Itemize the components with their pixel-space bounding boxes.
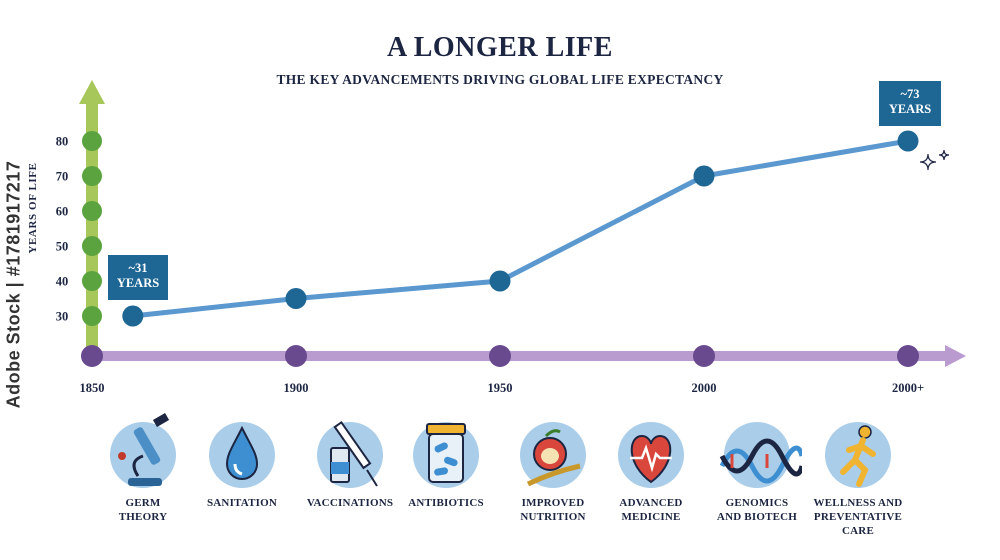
advancement-item: ADVANCED MEDICINE: [596, 422, 706, 524]
data-point: [285, 288, 307, 309]
data-point: [122, 305, 144, 327]
x-axis-dot: [81, 345, 103, 367]
x-axis-dot: [693, 345, 715, 367]
y-axis-arrow: [79, 80, 105, 104]
y-axis-dot: [82, 131, 102, 151]
advancement-item: SANITATION: [187, 422, 297, 510]
x-tick-label: 1950: [488, 381, 513, 395]
advancement-label: IMPROVED NUTRITION: [498, 496, 608, 524]
y-tick-label: 60: [56, 205, 69, 219]
x-axis-dot: [285, 345, 307, 367]
end-callout-unit: YEARS: [888, 102, 932, 116]
start-value-callout: ~31 YEARS: [108, 255, 168, 300]
sparkle-icon: [938, 149, 950, 161]
x-axis-line: [92, 351, 952, 361]
water-drop-icon: [209, 422, 275, 488]
life-expectancy-line: [132, 138, 909, 319]
advancement-label: ADVANCED MEDICINE: [596, 496, 706, 524]
y-tick-label: 40: [56, 275, 69, 289]
x-tick-label: 1850: [80, 381, 105, 395]
advancement-label: GENOMICS AND BIOTECH: [702, 496, 812, 524]
x-tick-label: 2000: [692, 381, 717, 395]
advancement-label-line: AND BIOTECH: [716, 511, 798, 523]
apple-wheat-icon: [520, 422, 586, 488]
x-axis-dot: [897, 345, 919, 367]
start-callout-value: ~31: [128, 261, 148, 275]
microscope-icon: [110, 413, 176, 488]
advancement-label-line: VACCINATIONS: [306, 497, 394, 509]
advancement-label: WELLNESS AND PREVENTATIVE CARE: [803, 496, 913, 538]
advancement-label-line: MEDICINE: [621, 511, 681, 523]
advancement-label: GERM THEORY: [88, 496, 198, 524]
y-axis-line: [86, 100, 98, 356]
advancement-item: VACCINATIONS: [295, 421, 405, 510]
sparkle-icon: [919, 153, 937, 171]
x-axis-arrow: [945, 345, 966, 367]
end-value-callout: ~73 YEARS: [879, 81, 941, 126]
advancement-label: VACCINATIONS: [295, 496, 405, 510]
data-point: [693, 165, 715, 187]
advancement-item: GENOMICS AND BIOTECH: [702, 422, 812, 524]
start-callout-unit: YEARS: [116, 276, 160, 290]
advancement-item: IMPROVED NUTRITION: [498, 422, 608, 524]
advancement-label: ANTIBIOTICS: [391, 496, 501, 510]
advancement-item: GERM THEORY: [88, 413, 198, 524]
runner-icon: [825, 422, 891, 488]
advancement-label-line: CARE: [842, 525, 874, 537]
y-axis-dot: [82, 306, 102, 326]
advancement-label-line: PREVENTATIVE: [813, 511, 903, 523]
advancement-item: WELLNESS AND PREVENTATIVE CARE: [803, 422, 913, 538]
advancement-label-line: GENOMICS: [725, 497, 789, 509]
y-axis-dot: [82, 236, 102, 256]
end-callout-value: ~73: [900, 87, 920, 101]
advancement-label-line: ANTIBIOTICS: [408, 497, 484, 509]
y-axis-dot: [82, 271, 102, 291]
data-point: [489, 270, 511, 292]
chart-title: A LONGER LIFE: [387, 32, 613, 63]
advancement-item: ANTIBIOTICS: [391, 422, 501, 510]
advancement-label-line: NUTRITION: [520, 511, 586, 523]
x-tick-label: 1900: [284, 381, 309, 395]
data-point: [897, 130, 919, 152]
pill-bottle-icon: [413, 422, 479, 488]
y-axis-dot: [82, 201, 102, 221]
y-axis-dot: [82, 166, 102, 186]
advancement-label: SANITATION: [187, 496, 297, 510]
y-tick-label: 30: [56, 310, 69, 324]
advancement-label-line: THEORY: [118, 511, 168, 523]
x-tick-label: 2000+: [892, 381, 924, 395]
advancement-label-line: ADVANCED: [619, 497, 683, 509]
advancement-label-line: IMPROVED: [521, 497, 585, 509]
y-tick-label: 70: [56, 170, 69, 184]
y-tick-label: 80: [56, 135, 69, 149]
x-axis-dot: [489, 345, 511, 367]
chart-subtitle: THE KEY ADVANCEMENTS DRIVING GLOBAL LIFE…: [276, 72, 724, 87]
advancement-label-line: GERM: [125, 497, 161, 509]
heart-pulse-icon: [618, 422, 684, 488]
dna-icon: [719, 422, 802, 488]
advancement-label-line: SANITATION: [206, 497, 278, 509]
y-tick-label: 50: [56, 240, 69, 254]
advancement-label-line: WELLNESS AND: [813, 497, 903, 509]
syringe-icon: [317, 421, 383, 488]
